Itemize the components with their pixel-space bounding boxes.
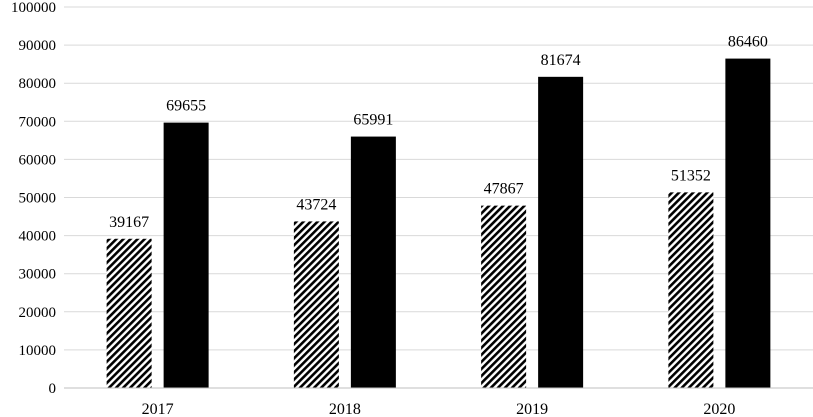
bar-2020-series-1	[668, 192, 714, 388]
bar-2018-series-1	[293, 221, 339, 388]
y-tick-label: 50000	[19, 191, 57, 207]
bar-2018-series-2	[350, 136, 396, 388]
bar-2019-series-2	[538, 76, 584, 389]
y-tick-label: 30000	[19, 267, 57, 283]
y-tick-label: 70000	[19, 114, 57, 130]
data-label: 47867	[484, 181, 524, 198]
data-label: 51352	[671, 167, 711, 184]
x-category-label: 2017	[142, 401, 174, 417]
y-tick-label: 10000	[19, 343, 57, 359]
y-tick-label: 80000	[19, 76, 57, 92]
x-category-label: 2020	[703, 401, 735, 417]
data-label: 65991	[353, 112, 393, 129]
y-axis-tick-labels: 0 10000 20000 30000 40000 50000 60000 70000 8000…	[11, 0, 56, 397]
y-tick-label: 100000	[11, 0, 56, 16]
bars	[106, 58, 771, 389]
y-tick-label: 0	[49, 381, 57, 397]
data-label: 43724	[296, 196, 336, 213]
bar-2017-series-2	[163, 122, 209, 389]
data-label: 39167	[109, 214, 149, 231]
bar-2020-series-2	[725, 58, 771, 388]
bar-2019-series-1	[481, 205, 527, 388]
data-label: 81674	[541, 52, 581, 69]
y-tick-label: 20000	[19, 305, 57, 321]
bar-2017-series-1	[106, 238, 152, 388]
data-labels: 39167 69655 43724 65991 47867 81674 51352 86460	[109, 34, 768, 231]
y-tick-label: 60000	[19, 152, 57, 168]
x-axis-category-labels: 2017 2018 2019 2020	[142, 401, 736, 417]
x-category-label: 2018	[329, 401, 361, 417]
data-label: 69655	[166, 98, 206, 115]
data-label: 86460	[728, 34, 768, 51]
y-tick-label: 90000	[19, 38, 57, 54]
y-tick-label: 40000	[19, 229, 57, 245]
x-category-label: 2019	[516, 401, 548, 417]
